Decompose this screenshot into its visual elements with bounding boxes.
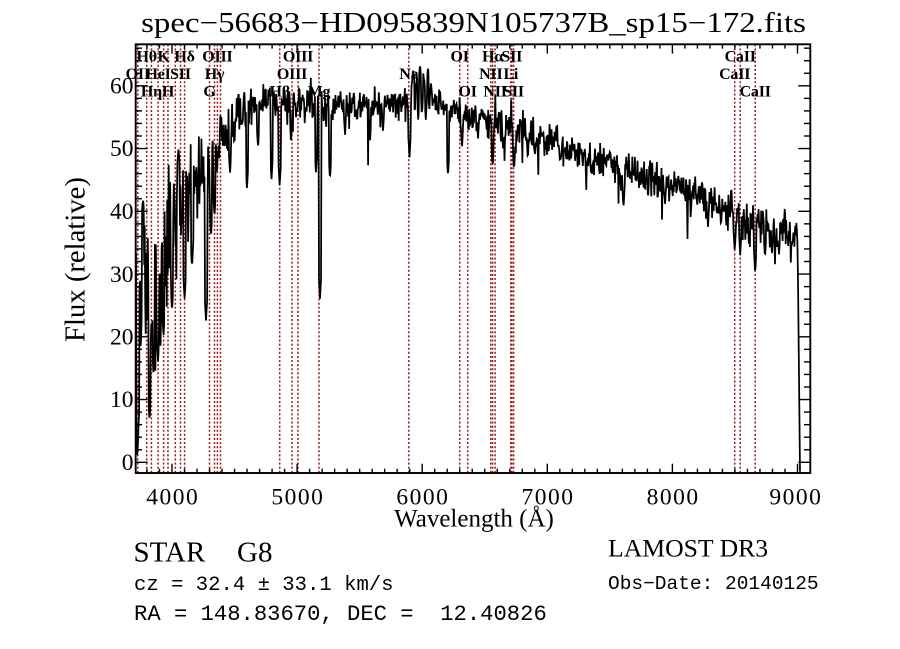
svg-text:SII: SII — [170, 66, 191, 83]
svg-text:RA = 148.83670, DEC = 12.4082: RA = 148.83670, DEC = 12.40826 — [134, 602, 547, 627]
svg-text:spec−56683−HD095839N105737B_sp: spec−56683−HD095839N105737B_sp15−172.fit… — [141, 7, 806, 38]
svg-text:OIII: OIII — [283, 49, 313, 66]
svg-text:OII: OII — [126, 66, 150, 83]
svg-text:20: 20 — [110, 325, 134, 351]
svg-text:5000: 5000 — [271, 485, 324, 511]
svg-text:Hδ: Hδ — [174, 49, 194, 66]
svg-text:LAMOST DR3: LAMOST DR3 — [608, 534, 768, 563]
svg-text:Na: Na — [399, 66, 418, 83]
svg-text:8000: 8000 — [647, 485, 700, 511]
svg-text:0: 0 — [122, 450, 134, 476]
svg-text:HeI: HeI — [146, 66, 171, 83]
svg-text:Mg: Mg — [308, 84, 331, 101]
svg-text:CaII: CaII — [740, 84, 771, 101]
svg-text:OIII: OIII — [277, 66, 307, 83]
svg-text:H: H — [162, 84, 175, 101]
svg-text:OI: OI — [451, 49, 469, 66]
svg-text:60: 60 — [110, 74, 134, 100]
svg-text:6000: 6000 — [396, 485, 449, 511]
svg-text:Hη: Hη — [141, 84, 162, 101]
svg-text:Hα: Hα — [482, 49, 503, 66]
svg-text:STAR: STAR — [134, 537, 206, 569]
svg-text:50: 50 — [110, 136, 134, 162]
svg-text:Hθ: Hθ — [136, 49, 156, 66]
svg-text:10: 10 — [110, 387, 134, 413]
svg-text:7000: 7000 — [522, 485, 575, 511]
svg-text:Hβ: Hβ — [269, 84, 289, 101]
svg-text:Wavelength (Å): Wavelength (Å) — [394, 506, 554, 533]
svg-text:Li: Li — [503, 66, 518, 83]
svg-text:Flux (relative): Flux (relative) — [60, 177, 92, 342]
svg-text:Obs−Date: 20140125: Obs−Date: 20140125 — [608, 573, 819, 595]
svg-text:SII: SII — [503, 84, 524, 101]
svg-text:4000: 4000 — [146, 485, 199, 511]
svg-text:CaII: CaII — [719, 66, 750, 83]
svg-text:CaII: CaII — [725, 49, 756, 66]
svg-text:30: 30 — [110, 262, 134, 288]
svg-text:9000: 9000 — [769, 485, 822, 511]
svg-text:NII: NII — [483, 84, 506, 101]
svg-text:OI: OI — [459, 84, 477, 101]
svg-text:cz = 32.4 ± 33.1 km/s: cz = 32.4 ± 33.1 km/s — [134, 574, 394, 597]
svg-text:Hγ: Hγ — [205, 66, 225, 83]
svg-text:G8: G8 — [237, 537, 272, 569]
svg-text:K: K — [157, 49, 170, 66]
svg-text:40: 40 — [110, 199, 134, 225]
svg-text:G: G — [203, 84, 216, 101]
svg-text:SII: SII — [501, 49, 522, 66]
svg-text:OIII: OIII — [202, 49, 232, 66]
svg-text:NII: NII — [479, 66, 502, 83]
